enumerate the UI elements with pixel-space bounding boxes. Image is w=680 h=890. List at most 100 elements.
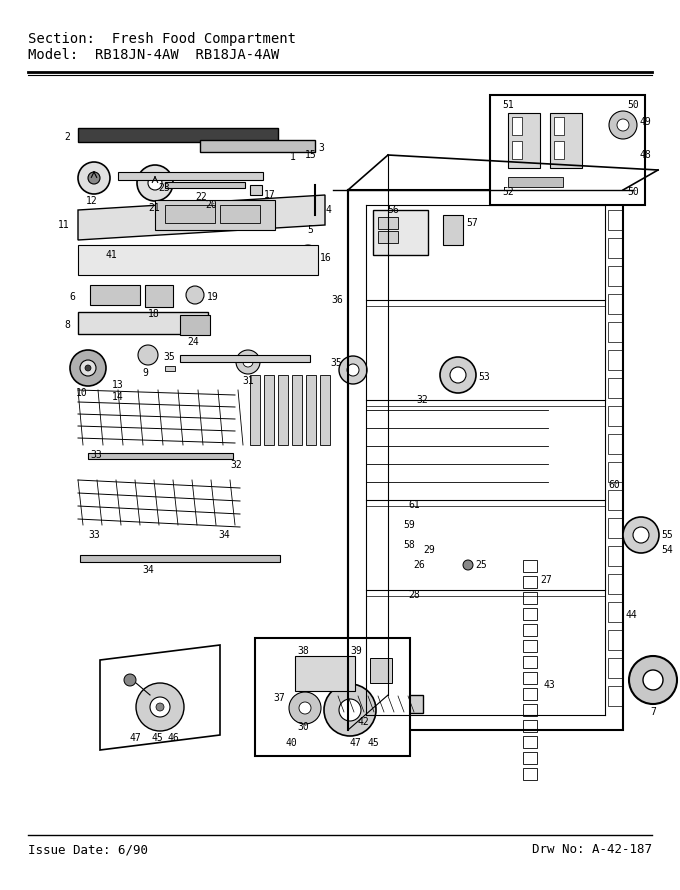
Text: 32: 32 <box>416 395 428 405</box>
Bar <box>608 546 622 566</box>
Text: Section:  Fresh Food Compartment: Section: Fresh Food Compartment <box>28 32 296 46</box>
Bar <box>523 624 537 636</box>
Bar <box>608 518 622 538</box>
Bar <box>90 285 140 305</box>
Circle shape <box>339 699 361 721</box>
Text: 11: 11 <box>58 220 70 230</box>
Bar <box>523 656 537 668</box>
Bar <box>145 285 173 307</box>
Text: 39: 39 <box>350 646 362 656</box>
Text: 42: 42 <box>357 717 369 727</box>
Bar <box>370 658 392 683</box>
Text: 6: 6 <box>69 292 75 302</box>
Text: 36: 36 <box>331 295 343 305</box>
Circle shape <box>609 111 637 139</box>
Bar <box>373 210 428 255</box>
Text: 45: 45 <box>152 733 164 743</box>
Bar <box>200 140 315 152</box>
Bar <box>523 672 537 684</box>
Circle shape <box>148 176 162 190</box>
Bar <box>220 205 260 223</box>
Text: 19: 19 <box>207 292 219 302</box>
Bar <box>333 695 423 713</box>
Text: 41: 41 <box>105 250 117 260</box>
Text: 56: 56 <box>387 205 399 215</box>
Text: Issue Date: 6/90: Issue Date: 6/90 <box>28 843 148 856</box>
Bar <box>608 462 622 482</box>
Text: 8: 8 <box>64 320 70 330</box>
Text: 33: 33 <box>88 530 100 540</box>
Bar <box>512 141 522 159</box>
Text: 51: 51 <box>502 100 514 110</box>
Circle shape <box>308 211 322 225</box>
Bar <box>306 375 316 445</box>
Bar <box>608 350 622 370</box>
Circle shape <box>339 356 367 384</box>
Bar <box>255 638 410 756</box>
Text: 54: 54 <box>661 545 673 555</box>
Bar <box>443 215 463 245</box>
Circle shape <box>297 696 309 708</box>
Text: 49: 49 <box>640 117 651 127</box>
Polygon shape <box>100 645 220 750</box>
Circle shape <box>186 286 204 304</box>
Bar <box>554 141 564 159</box>
Circle shape <box>463 560 473 570</box>
Bar <box>608 266 622 286</box>
Text: 43: 43 <box>543 680 555 690</box>
Circle shape <box>137 165 173 201</box>
Text: 23: 23 <box>158 183 170 193</box>
Text: 44: 44 <box>625 610 636 620</box>
Text: 53: 53 <box>478 372 490 382</box>
Bar <box>250 375 260 445</box>
Bar <box>550 113 582 168</box>
Bar <box>523 704 537 716</box>
Text: 48: 48 <box>640 150 651 160</box>
Bar <box>523 752 537 764</box>
Text: 60: 60 <box>608 480 619 490</box>
Circle shape <box>440 357 476 393</box>
Circle shape <box>88 172 100 184</box>
Bar <box>608 406 622 426</box>
Text: 2: 2 <box>64 132 70 142</box>
Text: 30: 30 <box>297 722 309 732</box>
Bar <box>348 190 623 730</box>
Text: 38: 38 <box>297 646 309 656</box>
Bar <box>264 375 274 445</box>
Text: 7: 7 <box>650 707 656 717</box>
Text: 57: 57 <box>466 218 478 228</box>
Bar <box>78 312 208 334</box>
Bar <box>608 686 622 706</box>
Circle shape <box>124 674 136 686</box>
Text: 33: 33 <box>90 450 102 460</box>
Circle shape <box>617 119 629 131</box>
Bar <box>608 238 622 258</box>
Text: 32: 32 <box>230 460 242 470</box>
Text: 52: 52 <box>502 187 514 197</box>
Text: 25: 25 <box>475 560 487 570</box>
Bar <box>88 453 233 459</box>
Bar <box>523 640 537 652</box>
Bar <box>523 560 537 572</box>
Text: 31: 31 <box>242 376 254 386</box>
Bar <box>608 322 622 342</box>
Bar <box>78 245 318 275</box>
Bar <box>608 630 622 650</box>
Bar <box>118 172 263 180</box>
Bar <box>523 736 537 748</box>
Bar <box>523 576 537 588</box>
Bar <box>608 658 622 678</box>
Circle shape <box>324 684 376 736</box>
Bar <box>523 608 537 620</box>
Bar <box>523 720 537 732</box>
Text: 3: 3 <box>318 143 324 153</box>
Circle shape <box>299 702 311 714</box>
Circle shape <box>156 703 164 711</box>
Bar <box>165 205 215 223</box>
Bar <box>78 128 278 142</box>
Text: 35: 35 <box>330 358 342 368</box>
Text: 14: 14 <box>112 392 124 402</box>
Bar <box>523 768 537 780</box>
Bar <box>80 555 280 562</box>
Bar <box>292 375 302 445</box>
